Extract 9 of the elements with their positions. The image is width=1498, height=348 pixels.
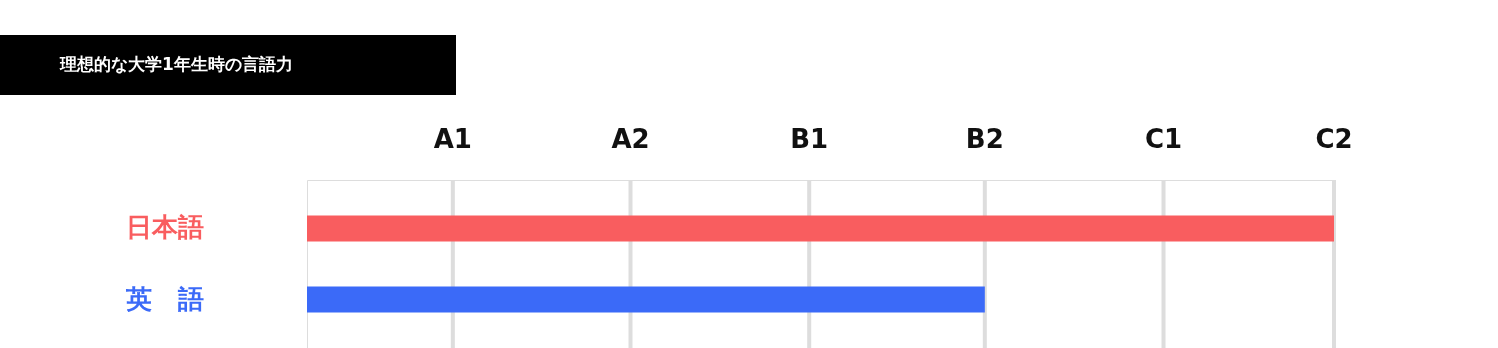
y-tick-label: 英 語 [125, 283, 204, 314]
ref-line-label: A1 [433, 124, 472, 154]
chart-title: 理想的な大学1年生時の言語力 [59, 54, 293, 74]
ref-line-label: C2 [1315, 124, 1353, 154]
ref-line-label: C1 [1144, 124, 1183, 154]
y-tick-label: 日本語 [126, 212, 204, 243]
ref-line-label: B1 [790, 124, 829, 154]
ref-line-label: B2 [965, 124, 1004, 154]
ref-line-label: A2 [611, 124, 650, 154]
